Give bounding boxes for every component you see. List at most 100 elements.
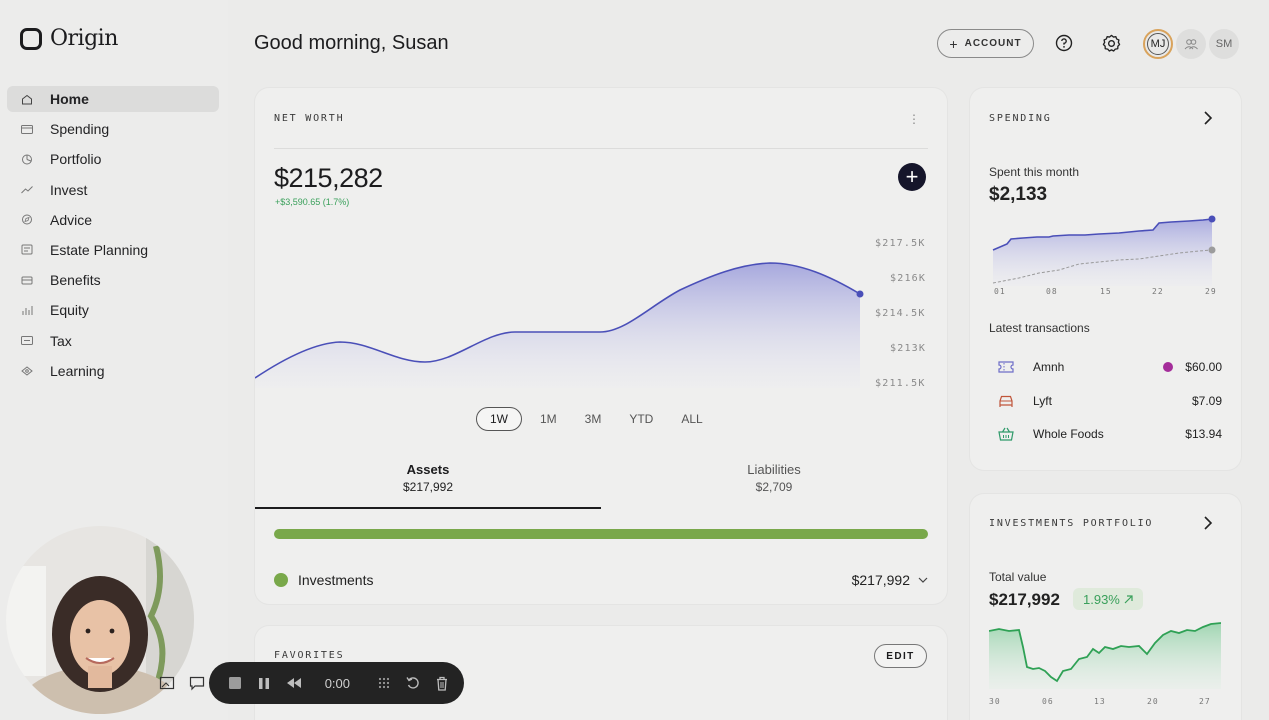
sidebar-item-benefits[interactable]: Benefits <box>7 267 219 293</box>
range-all[interactable]: ALL <box>681 412 703 426</box>
comment-icon[interactable] <box>189 675 205 691</box>
y-tick-label: $211.5K <box>875 378 926 389</box>
add-account-label: ACCOUNT <box>964 38 1022 49</box>
y-tick-label: $213K <box>890 343 927 354</box>
grid-dots-icon[interactable] <box>377 675 391 691</box>
range-1m[interactable]: 1M <box>540 412 557 426</box>
card-icon <box>21 124 33 134</box>
latest-transactions-title: Latest transactions <box>989 321 1090 335</box>
trash-icon[interactable] <box>435 675 449 691</box>
y-tick-label: $217.5K <box>875 238 926 249</box>
spending-card: SPENDING Spent this month $2,133 01 08 1… <box>970 88 1241 470</box>
sidebar-item-portfolio[interactable]: Portfolio <box>7 146 219 172</box>
sidebar-item-spending[interactable]: Spending <box>7 116 219 142</box>
add-button[interactable]: + <box>898 163 926 191</box>
restart-icon[interactable] <box>406 675 420 691</box>
sidebar-item-label: Invest <box>50 181 88 198</box>
webcam-bubble[interactable] <box>6 526 194 714</box>
investments-row[interactable]: Investments $217,992 <box>274 570 928 590</box>
plus-icon: + <box>905 164 919 189</box>
investments-portfolio-title: INVESTMENTS PORTFOLIO <box>989 518 1154 529</box>
tab-assets[interactable]: Assets $217,992 <box>255 462 601 494</box>
sidebar-item-tax[interactable]: Tax <box>7 328 219 354</box>
add-account-button[interactable]: + ACCOUNT <box>937 29 1034 58</box>
sidebar-item-advice[interactable]: Advice <box>7 207 219 233</box>
transaction-row[interactable]: Whole Foods $13.94 <box>997 424 1222 444</box>
logo[interactable]: Origin <box>20 26 118 51</box>
sidebar-item-label: Spending <box>50 121 110 138</box>
transaction-amount: $60.00 <box>1185 360 1222 374</box>
asset-allocation-bar <box>274 529 928 539</box>
range-3m[interactable]: 3M <box>584 412 602 426</box>
net-worth-card: NET WORTH ⋮ $215,282 +$3,590.65 (1.7%) +… <box>255 88 947 604</box>
transaction-amount: $7.09 <box>1191 394 1222 408</box>
net-worth-change: +$3,590.65 (1.7%) <box>275 197 350 207</box>
receipt-icon <box>21 336 33 346</box>
sidebar-item-learning[interactable]: Learning <box>7 358 219 384</box>
origin-logo-icon <box>20 27 42 50</box>
rewind-icon[interactable] <box>286 675 302 691</box>
sidebar-item-invest[interactable]: Invest <box>7 177 219 203</box>
category-dot <box>1163 362 1174 372</box>
comparison-endpoint <box>1208 246 1216 254</box>
transaction-row[interactable]: Lyft $7.09 <box>997 391 1222 411</box>
sidebar-item-equity[interactable]: Equity <box>7 297 219 323</box>
stop-icon[interactable] <box>228 675 242 691</box>
settings-gear-icon[interactable] <box>1100 32 1122 54</box>
range-1w[interactable]: 1W <box>476 407 522 431</box>
ticket-icon <box>997 359 1015 375</box>
transaction-name: Whole Foods <box>1033 427 1104 441</box>
x-tick-label: 20 <box>1147 697 1159 706</box>
avatar-mj[interactable]: MJ <box>1143 29 1173 59</box>
investments-portfolio-card: INVESTMENTS PORTFOLIO Total value $217,9… <box>970 494 1241 720</box>
chart-area <box>993 219 1212 286</box>
x-tick-label: 08 <box>1046 287 1058 296</box>
range-ytd[interactable]: YTD <box>629 412 654 426</box>
tab-value: $2,709 <box>755 480 793 494</box>
y-tick-label: $214.5K <box>875 308 926 319</box>
image-icon[interactable] <box>159 675 175 691</box>
transaction-name: Lyft <box>1033 394 1052 408</box>
tab-liabilities[interactable]: Liabilities $2,709 <box>601 462 947 494</box>
x-tick-label: 15 <box>1100 287 1112 296</box>
edit-favorites-button[interactable]: EDIT <box>874 644 927 668</box>
sidebar-item-label: Portfolio <box>50 151 102 168</box>
favorites-title: FAVORITES <box>274 650 345 661</box>
sidebar-item-label: Equity <box>50 302 89 319</box>
sidebar-item-home[interactable]: Home <box>7 86 219 112</box>
more-options-icon[interactable]: ⋮ <box>908 112 920 126</box>
pie-icon <box>21 154 33 165</box>
sidebar-item-label: Benefits <box>50 272 101 289</box>
active-tab-indicator <box>255 507 601 509</box>
presenter-video-image <box>6 526 194 714</box>
spending-chart <box>992 215 1216 286</box>
sidebar-item-estate-planning[interactable]: Estate Planning <box>7 237 219 263</box>
change-percent: 1.93% <box>1083 591 1120 607</box>
sidebar-item-label: Home <box>50 91 89 107</box>
y-tick-label: $216K <box>890 273 927 284</box>
group-users-icon[interactable] <box>1176 29 1206 59</box>
chevron-down-icon[interactable] <box>918 575 928 586</box>
transaction-row[interactable]: Amnh $60.00 <box>997 357 1222 377</box>
tab-value: $217,992 <box>402 480 454 494</box>
chart-endpoint <box>1208 215 1216 223</box>
x-tick-label: 22 <box>1152 287 1164 296</box>
chevron-right-icon[interactable] <box>1202 110 1214 126</box>
sidebar-nav: Home Spending Portfolio Invest Advice Es… <box>7 86 219 388</box>
pause-icon[interactable] <box>257 675 271 691</box>
lightbulb-icon <box>21 366 33 376</box>
change-badge: 1.93% <box>1073 588 1143 610</box>
sidebar-item-label: Tax <box>50 332 72 349</box>
help-icon[interactable] <box>1053 32 1075 54</box>
trend-icon <box>21 185 33 195</box>
avatar-sm[interactable]: SM <box>1209 29 1239 59</box>
x-tick-label: 27 <box>1199 697 1211 706</box>
recording-time: 0:00 <box>324 675 350 691</box>
arrow-up-right-icon <box>1124 594 1133 603</box>
tab-label: Assets <box>406 462 450 477</box>
x-tick-label: 30 <box>989 697 1001 706</box>
chevron-right-icon[interactable] <box>1202 515 1214 531</box>
chart-endpoint <box>856 290 864 298</box>
tab-label: Liabilities <box>747 462 801 477</box>
investments-label: Investments <box>298 572 374 588</box>
